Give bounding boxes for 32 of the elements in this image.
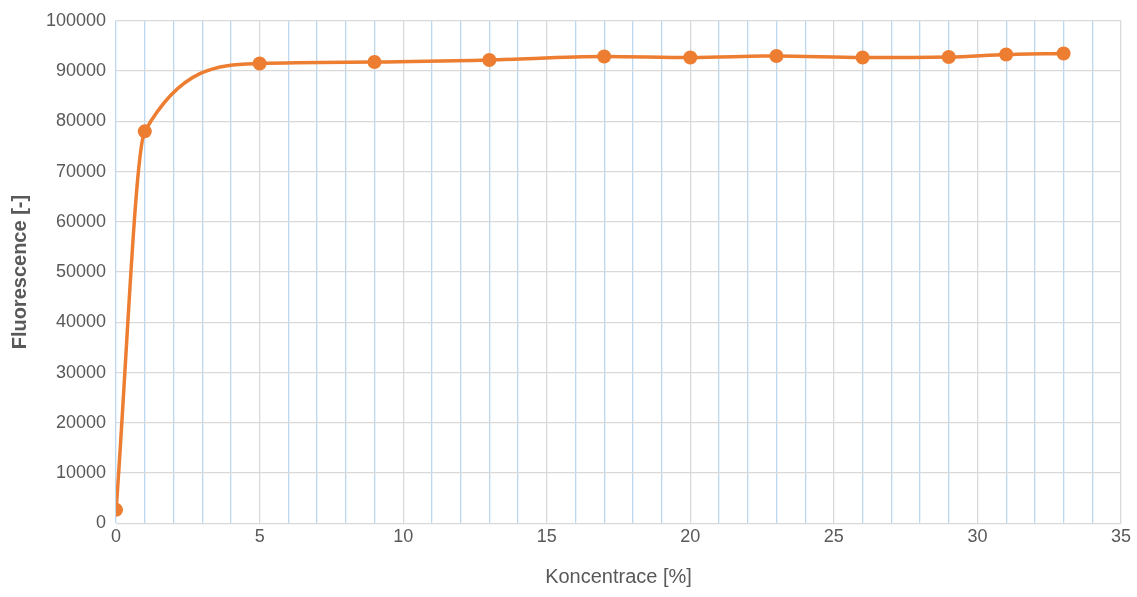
point — [252, 56, 267, 71]
y-tick-label: 80000 — [56, 110, 107, 131]
x-axis-title: Koncentrace [%] — [545, 564, 692, 587]
x-tick-label: 0 — [111, 526, 122, 547]
x-tick-label: 25 — [823, 526, 844, 547]
point — [683, 50, 698, 65]
x-tick-label: 35 — [1110, 526, 1132, 547]
point — [999, 47, 1014, 62]
y-tick-label: 10000 — [56, 462, 107, 483]
y-tick-label: 60000 — [56, 210, 107, 231]
x-tick-label: 20 — [680, 526, 701, 547]
point — [769, 48, 784, 63]
y-tick-label: 0 — [96, 512, 107, 533]
y-tick-label: 90000 — [56, 60, 107, 81]
y-tick-label: 20000 — [56, 411, 107, 432]
y-tick-label: 70000 — [56, 160, 107, 181]
x-tick-label: 10 — [393, 526, 414, 547]
point — [367, 55, 382, 70]
x-tick-label: 30 — [967, 526, 988, 547]
point — [1056, 46, 1071, 61]
point — [941, 49, 956, 64]
y-tick-label: 40000 — [56, 311, 107, 332]
y-tick-label: 100000 — [45, 9, 107, 30]
y-tick-label: 30000 — [56, 361, 107, 382]
x-tick-label: 5 — [254, 526, 265, 547]
y-tick-label: 50000 — [56, 261, 107, 282]
point — [482, 53, 497, 67]
point — [597, 49, 612, 64]
point — [855, 50, 870, 65]
point — [137, 124, 152, 139]
x-tick-label: 15 — [536, 526, 557, 547]
y-axis-title: Fluorescence [-] — [7, 194, 30, 350]
